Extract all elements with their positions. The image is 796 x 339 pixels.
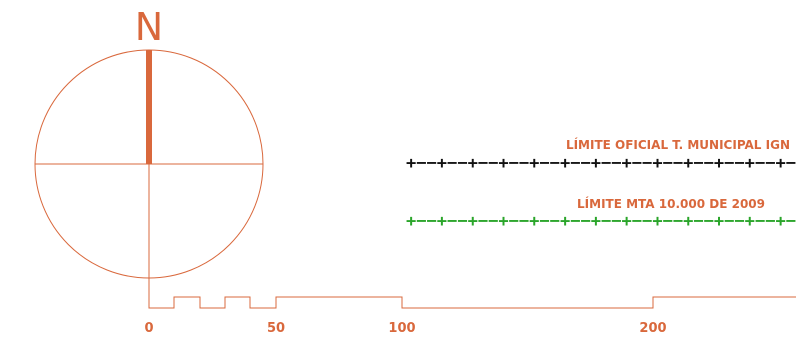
scale-tick-50: 50 [267,321,285,336]
scale-bar-line [148,296,796,309]
north-label: N [135,5,163,49]
legend-label-mta: LÍMITE MTA 10.000 DE 2009 [577,196,765,211]
legend-label-ign: LÍMITE OFICIAL T. MUNICIPAL IGN [566,137,790,152]
legend-line-ign: +−−+−−+−−+−−+−−+−−+−−+−−+−−+−−+−−+−−+− [406,153,796,172]
scale-tick-0: 0 [144,321,153,336]
north-needle [146,50,152,164]
scale-bar: 0 50 100 200 [144,296,796,336]
scale-tick-200: 200 [639,321,666,336]
scale-tick-100: 100 [388,321,415,336]
north-arrow-icon: N [34,5,264,306]
legend-line-mta: +−−+−−+−−+−−+−−+−−+−−+−−+−−+−−+−−+−−+− [406,211,796,230]
legend: LÍMITE OFICIAL T. MUNICIPAL IGN +−−+−−+−… [406,137,796,230]
